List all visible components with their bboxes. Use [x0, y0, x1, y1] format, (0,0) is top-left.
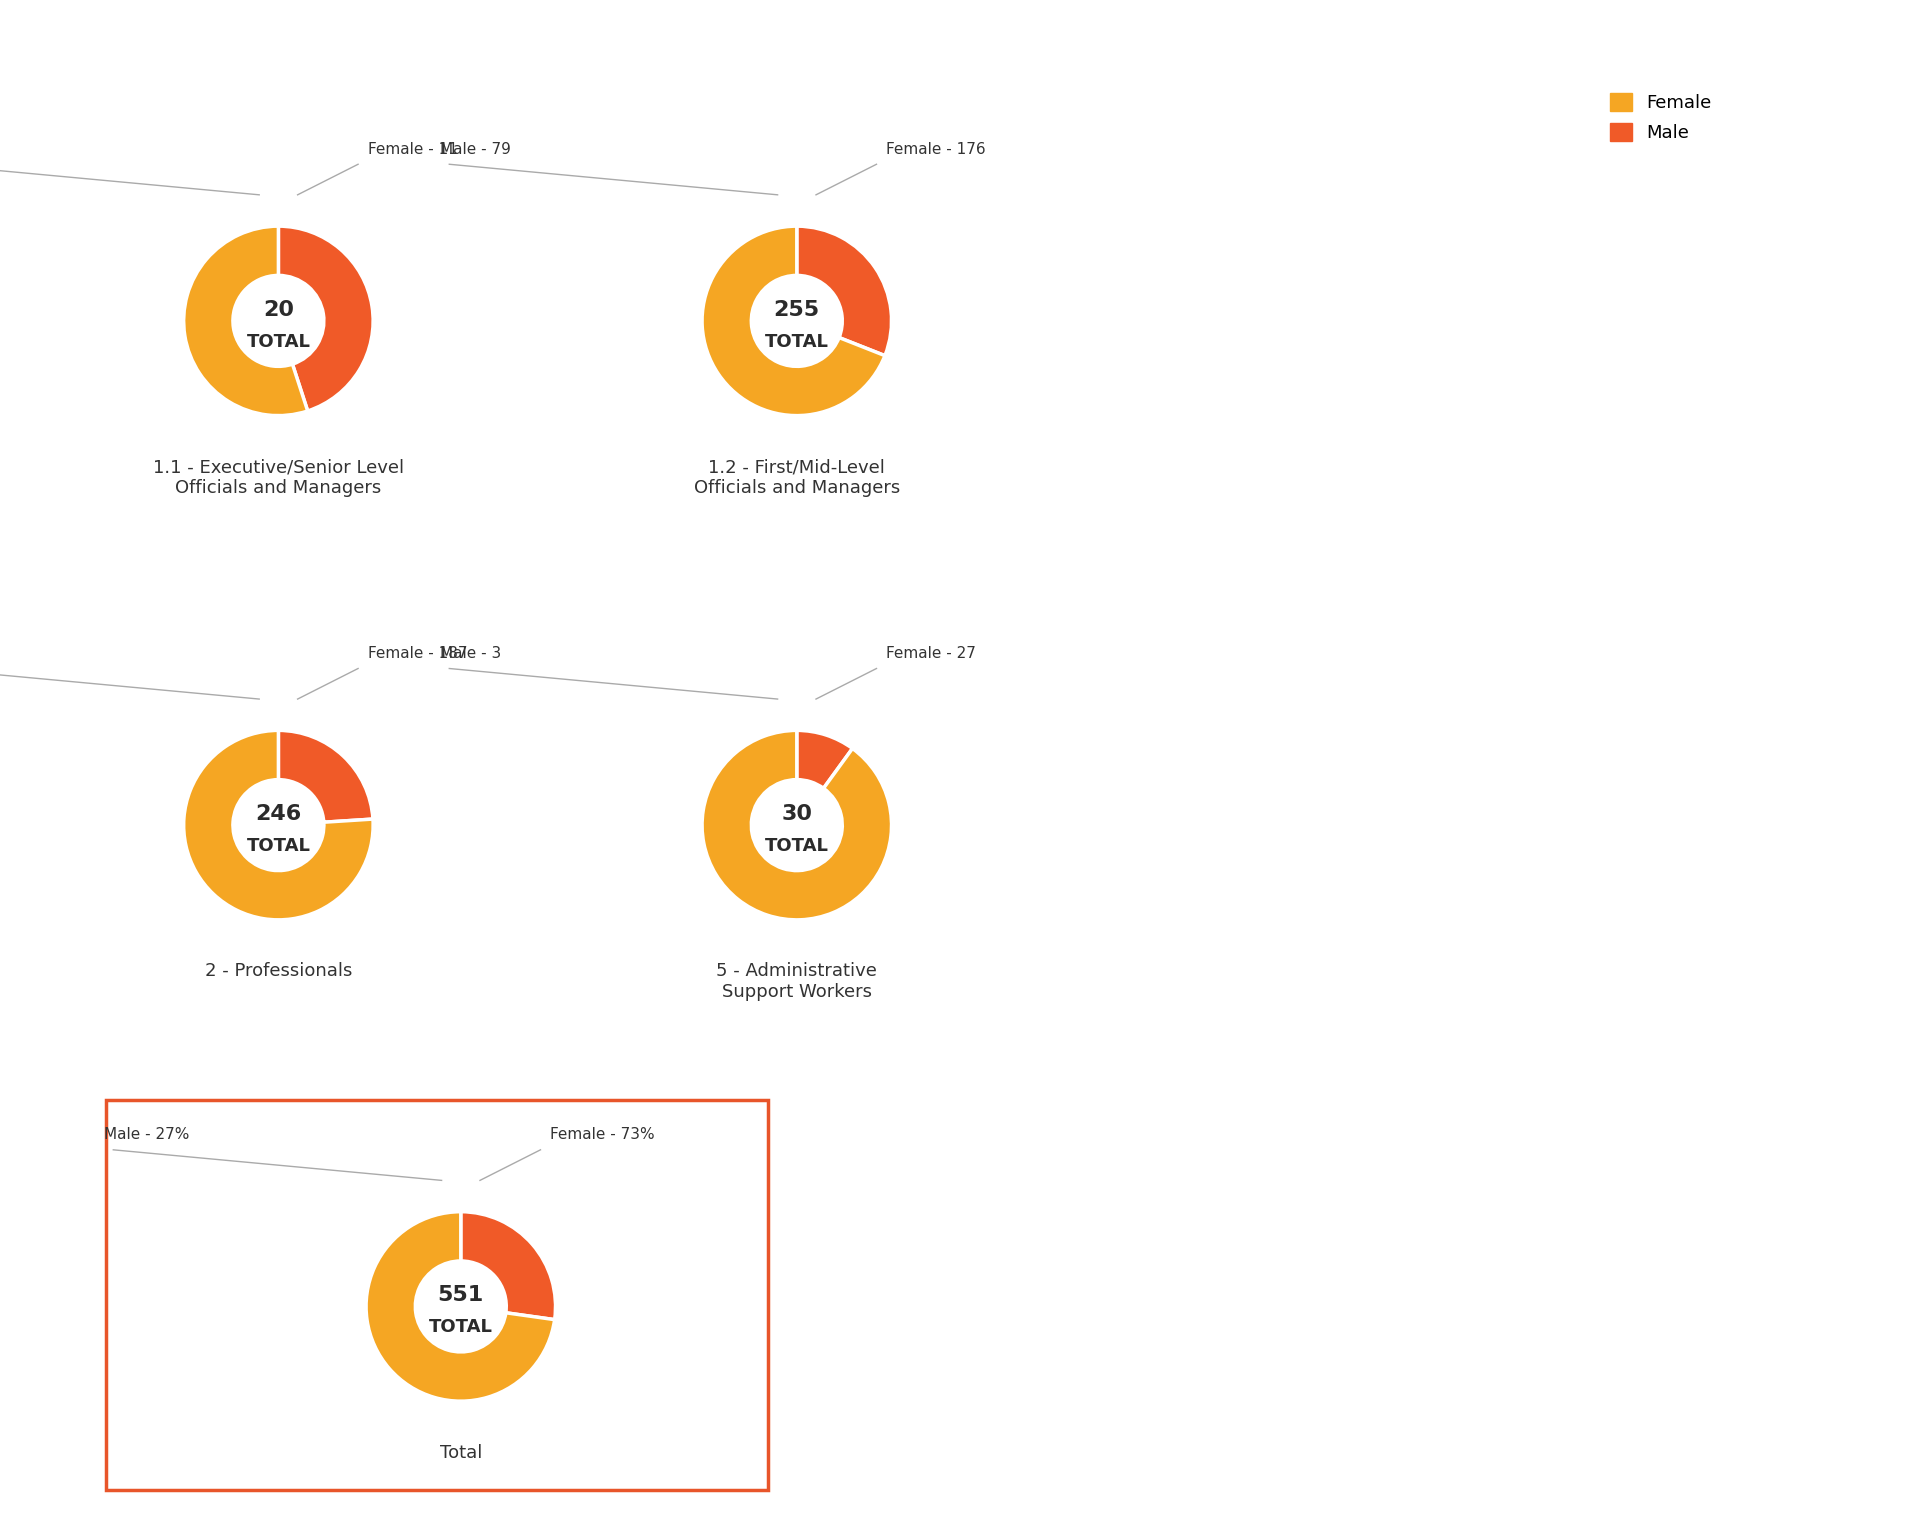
- Text: Male - 3: Male - 3: [440, 646, 501, 660]
- Text: TOTAL: TOTAL: [764, 837, 829, 856]
- Text: Female - 187: Female - 187: [369, 646, 467, 660]
- Wedge shape: [703, 226, 885, 416]
- Text: 551: 551: [438, 1285, 484, 1305]
- Text: 30: 30: [781, 804, 812, 824]
- Wedge shape: [797, 226, 891, 356]
- Text: Male - 27%: Male - 27%: [104, 1128, 188, 1143]
- Wedge shape: [797, 730, 852, 788]
- Wedge shape: [278, 226, 372, 411]
- Wedge shape: [184, 730, 372, 920]
- Wedge shape: [184, 226, 307, 416]
- Text: 2 - Professionals: 2 - Professionals: [205, 963, 351, 981]
- Text: 246: 246: [255, 804, 301, 824]
- Text: Female - 11: Female - 11: [369, 142, 457, 156]
- Wedge shape: [367, 1212, 555, 1401]
- Text: TOTAL: TOTAL: [246, 333, 311, 351]
- Text: 255: 255: [774, 299, 820, 319]
- Wedge shape: [278, 730, 372, 822]
- Text: Male - 79: Male - 79: [440, 142, 511, 156]
- Text: Female - 73%: Female - 73%: [549, 1128, 655, 1143]
- Wedge shape: [703, 730, 891, 920]
- Text: TOTAL: TOTAL: [246, 837, 311, 856]
- Legend: Female, Male: Female, Male: [1603, 86, 1718, 150]
- Text: 1.2 - First/Mid-Level
Officials and Managers: 1.2 - First/Mid-Level Officials and Mana…: [693, 458, 900, 497]
- Text: Female - 176: Female - 176: [885, 142, 985, 156]
- Text: TOTAL: TOTAL: [428, 1319, 493, 1337]
- Wedge shape: [461, 1212, 555, 1320]
- Text: 1.1 - Executive/Senior Level
Officials and Managers: 1.1 - Executive/Senior Level Officials a…: [154, 458, 403, 497]
- Text: TOTAL: TOTAL: [764, 333, 829, 351]
- Text: Female - 27: Female - 27: [885, 646, 975, 660]
- Text: Total: Total: [440, 1444, 482, 1462]
- Text: 5 - Administrative
Support Workers: 5 - Administrative Support Workers: [716, 963, 877, 1001]
- Text: 20: 20: [263, 299, 294, 319]
